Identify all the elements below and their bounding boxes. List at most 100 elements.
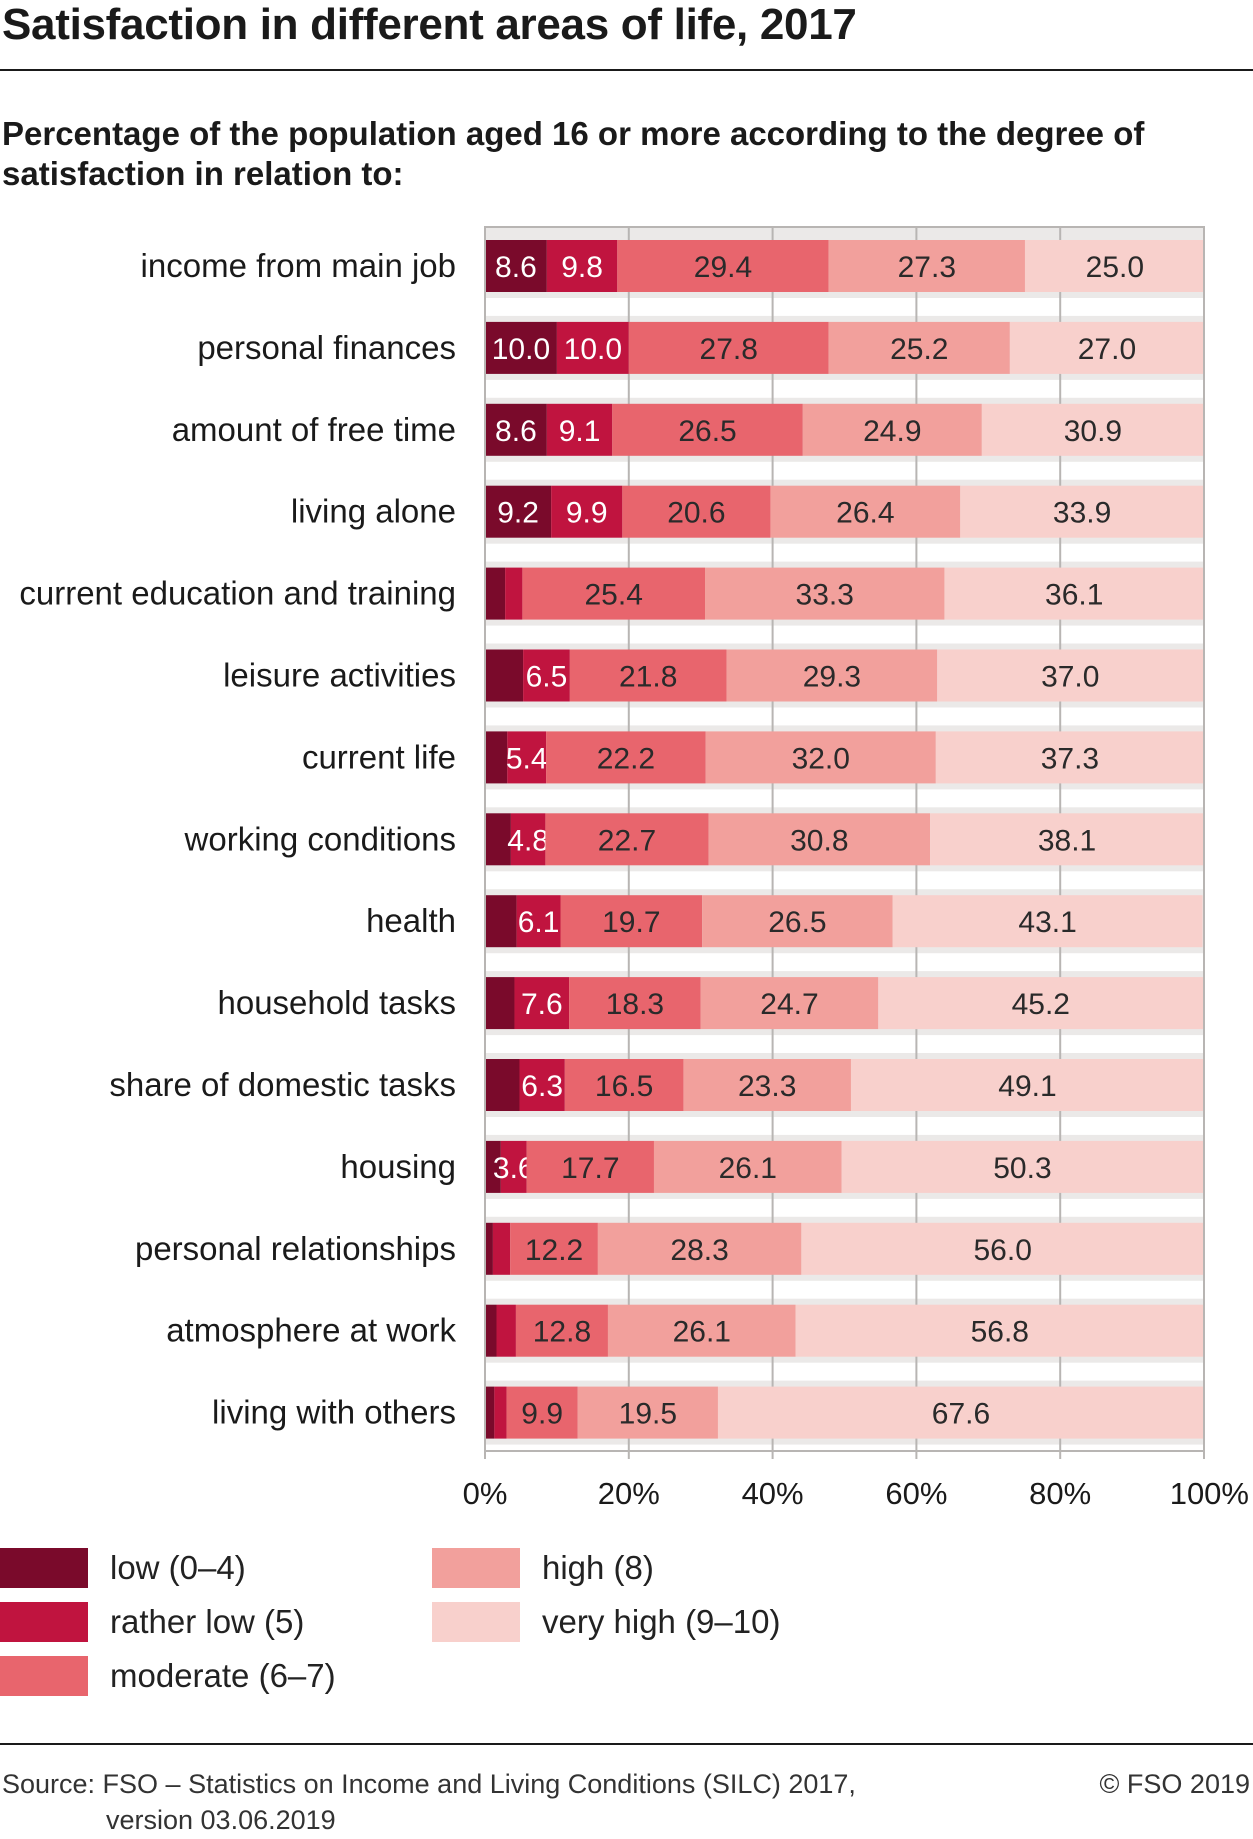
bar-segment <box>485 567 506 620</box>
bar-segment <box>702 895 893 948</box>
data-label: 27.3 <box>898 251 956 284</box>
bar-segment <box>850 1059 1204 1111</box>
category-label: personal relationships <box>135 1230 456 1267</box>
data-label: 28.3 <box>670 1234 728 1267</box>
data-label: 7.6 <box>521 988 563 1021</box>
row-separator <box>485 1362 1204 1381</box>
chart-title: Satisfaction in different areas of life,… <box>2 0 857 49</box>
bar-segment <box>492 1222 511 1275</box>
bar-segment <box>485 1059 520 1111</box>
footer-divider <box>0 1743 1253 1745</box>
bar-segment <box>569 649 727 702</box>
x-tick-label: 80% <box>1029 1476 1091 1511</box>
x-tick-label: 100% <box>1170 1476 1249 1511</box>
data-label: 22.7 <box>598 824 656 857</box>
data-label: 50.3 <box>993 1152 1051 1185</box>
x-tick-label: 60% <box>885 1476 947 1511</box>
row-separator <box>485 543 1204 562</box>
bar-segment <box>485 485 552 538</box>
category-label: living with others <box>212 1394 456 1431</box>
data-label: 37.3 <box>1041 742 1099 775</box>
bar-segment <box>485 977 515 1030</box>
data-label: 10.0 <box>564 333 622 366</box>
bar-segment <box>981 403 1204 456</box>
data-label: 22.2 <box>597 742 655 775</box>
row-separator <box>485 461 1204 480</box>
legend-label: high (8) <box>542 1549 654 1586</box>
data-label: 4.8 <box>507 824 549 857</box>
data-label: 25.4 <box>585 579 643 612</box>
bar-segment <box>708 813 931 866</box>
bar-segment <box>1009 321 1204 374</box>
bar-segment <box>485 403 547 456</box>
data-label: 26.1 <box>673 1316 731 1349</box>
x-tick-label: 0% <box>463 1476 508 1511</box>
bar-segment <box>485 240 547 292</box>
bar-segment <box>500 1140 527 1193</box>
bar-segment <box>485 1140 501 1193</box>
stacked-bar-chart: 8.6 9.8 29.4 27.3 25.0 10.0 10.0 27.8 25.2 27.0 8.… <box>19 226 1249 1511</box>
data-label: 26.5 <box>678 415 736 448</box>
legend-swatch <box>432 1548 520 1588</box>
data-label: 20.6 <box>667 497 725 530</box>
category-label: housing <box>340 1148 456 1185</box>
data-label: 32.0 <box>792 742 850 775</box>
bar-segment <box>516 895 561 948</box>
data-label: 37.0 <box>1041 661 1099 694</box>
bar-segment <box>505 567 523 620</box>
bar-segment <box>519 1059 565 1111</box>
bar-segment <box>523 649 570 702</box>
bar-segment <box>514 977 570 1030</box>
bar-segment <box>485 649 524 702</box>
bar-segment <box>485 321 557 374</box>
bar-segment <box>683 1059 851 1111</box>
data-label: 17.7 <box>561 1152 619 1185</box>
bar-segment <box>705 567 945 620</box>
bar-segment <box>612 403 803 456</box>
row-separator <box>485 1280 1204 1299</box>
bar-segment <box>485 1386 495 1439</box>
legend: low (0–4) rather low (5) moderate (6–7) hig… <box>0 1548 1253 1718</box>
data-label: 27.0 <box>1078 333 1136 366</box>
bar-segment <box>577 1386 718 1439</box>
data-label: 26.4 <box>836 497 894 530</box>
data-label: 19.5 <box>619 1398 677 1431</box>
bar-segment <box>653 1140 842 1193</box>
row-separator <box>485 298 1204 316</box>
bar-segment <box>607 1304 796 1357</box>
legend-label: rather low (5) <box>110 1603 305 1640</box>
data-label: 5.4 <box>506 742 548 775</box>
bar-segment <box>485 731 508 784</box>
bar-segment <box>560 895 703 948</box>
bar-segment <box>485 1304 497 1357</box>
bar-segment <box>564 1059 684 1111</box>
bar-segment <box>622 485 771 538</box>
data-label: 8.6 <box>495 251 537 284</box>
row-separator <box>485 953 1204 972</box>
data-label: 16.5 <box>595 1070 653 1103</box>
bar-segment <box>937 649 1204 702</box>
bar-segment <box>510 1222 598 1275</box>
bar-segment <box>485 895 517 948</box>
bar-segment <box>494 1386 507 1439</box>
bars: 8.6 9.8 29.4 27.3 25.0 10.0 10.0 27.8 25.2 27.0 8.… <box>484 226 1205 1452</box>
data-label: 25.0 <box>1086 251 1144 284</box>
x-tick-labels: 0% 20% 40% 60% 80% 100% <box>463 1476 1249 1511</box>
legend-swatch <box>0 1548 88 1588</box>
data-label: 21.8 <box>619 661 677 694</box>
bar-segment <box>960 485 1204 538</box>
bar-segment <box>551 485 623 538</box>
source-line-1: Source: FSO – Statistics on Income and L… <box>2 1769 856 1799</box>
data-label: 9.8 <box>561 251 603 284</box>
x-tick-label: 20% <box>598 1476 660 1511</box>
category-label: health <box>366 902 456 939</box>
bar-segment <box>628 321 829 374</box>
data-label: 30.9 <box>1064 415 1122 448</box>
data-label: 9.1 <box>559 415 601 448</box>
data-label: 9.9 <box>521 1398 563 1431</box>
bar-segment <box>546 731 706 784</box>
chart-subtitle: Percentage of the population aged 16 or … <box>2 115 1145 192</box>
data-label: 29.3 <box>803 661 861 694</box>
legend-label: low (0–4) <box>110 1549 246 1586</box>
bar-segment <box>705 731 936 784</box>
